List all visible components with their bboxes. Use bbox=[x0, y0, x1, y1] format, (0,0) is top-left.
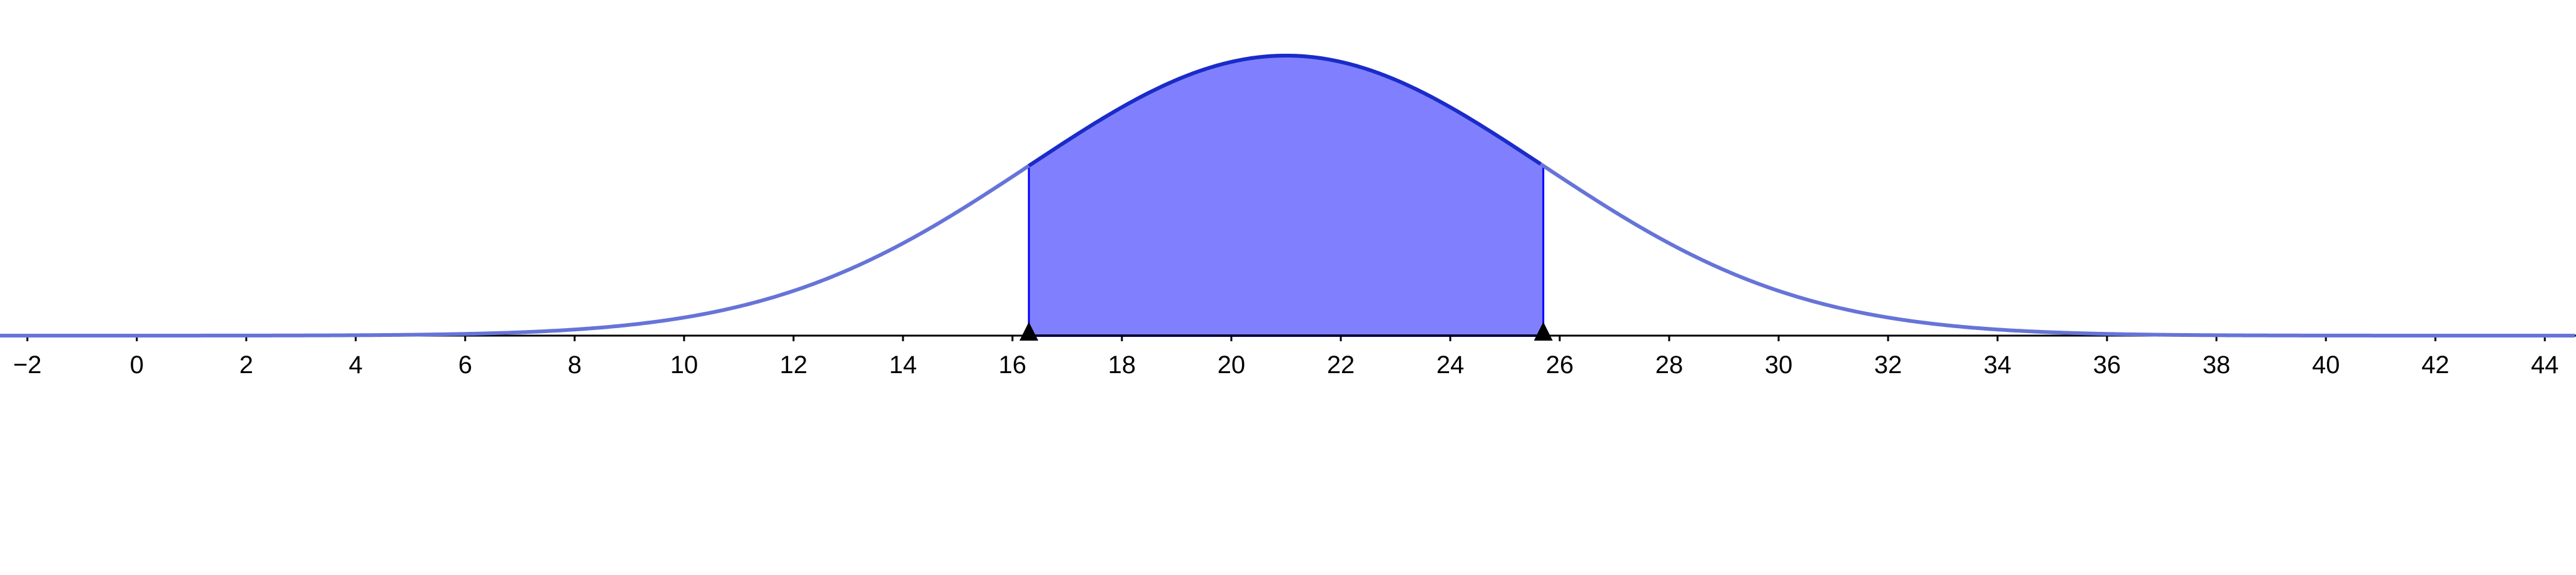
x-tick-label: 42 bbox=[2422, 351, 2450, 379]
x-tick-label: 4 bbox=[349, 351, 363, 379]
x-tick-label: 0 bbox=[130, 351, 144, 379]
x-tick-label: 28 bbox=[1655, 351, 1684, 379]
x-tick-label: 24 bbox=[1437, 351, 1465, 379]
x-tick-label: 18 bbox=[1108, 351, 1136, 379]
x-tick-label: −2 bbox=[13, 351, 42, 379]
x-tick-label: 34 bbox=[1984, 351, 2012, 379]
x-tick-label: 40 bbox=[2312, 351, 2340, 379]
upper-bound-marker bbox=[1533, 322, 1553, 341]
x-tick-label: 16 bbox=[999, 351, 1027, 379]
x-tick-label: 32 bbox=[1874, 351, 1902, 379]
x-tick-label: 6 bbox=[458, 351, 472, 379]
x-tick-label: 12 bbox=[780, 351, 808, 379]
x-tick-label: 44 bbox=[2531, 351, 2559, 379]
x-tick-label: 30 bbox=[1765, 351, 1793, 379]
lower-bound-marker bbox=[1019, 322, 1039, 341]
x-tick-label: 14 bbox=[889, 351, 917, 379]
x-tick-label: 38 bbox=[2203, 351, 2231, 379]
x-tick-label: 22 bbox=[1327, 351, 1355, 379]
x-tick-label: 26 bbox=[1546, 351, 1574, 379]
x-tick-label: 10 bbox=[670, 351, 699, 379]
x-tick-label: 2 bbox=[240, 351, 253, 379]
x-tick-label: 36 bbox=[2093, 351, 2121, 379]
density-curve-shaded-segment bbox=[1028, 53, 1542, 168]
shaded-area bbox=[1029, 56, 1543, 336]
x-tick-label: 20 bbox=[1218, 351, 1246, 379]
x-tick-label: 8 bbox=[568, 351, 582, 379]
